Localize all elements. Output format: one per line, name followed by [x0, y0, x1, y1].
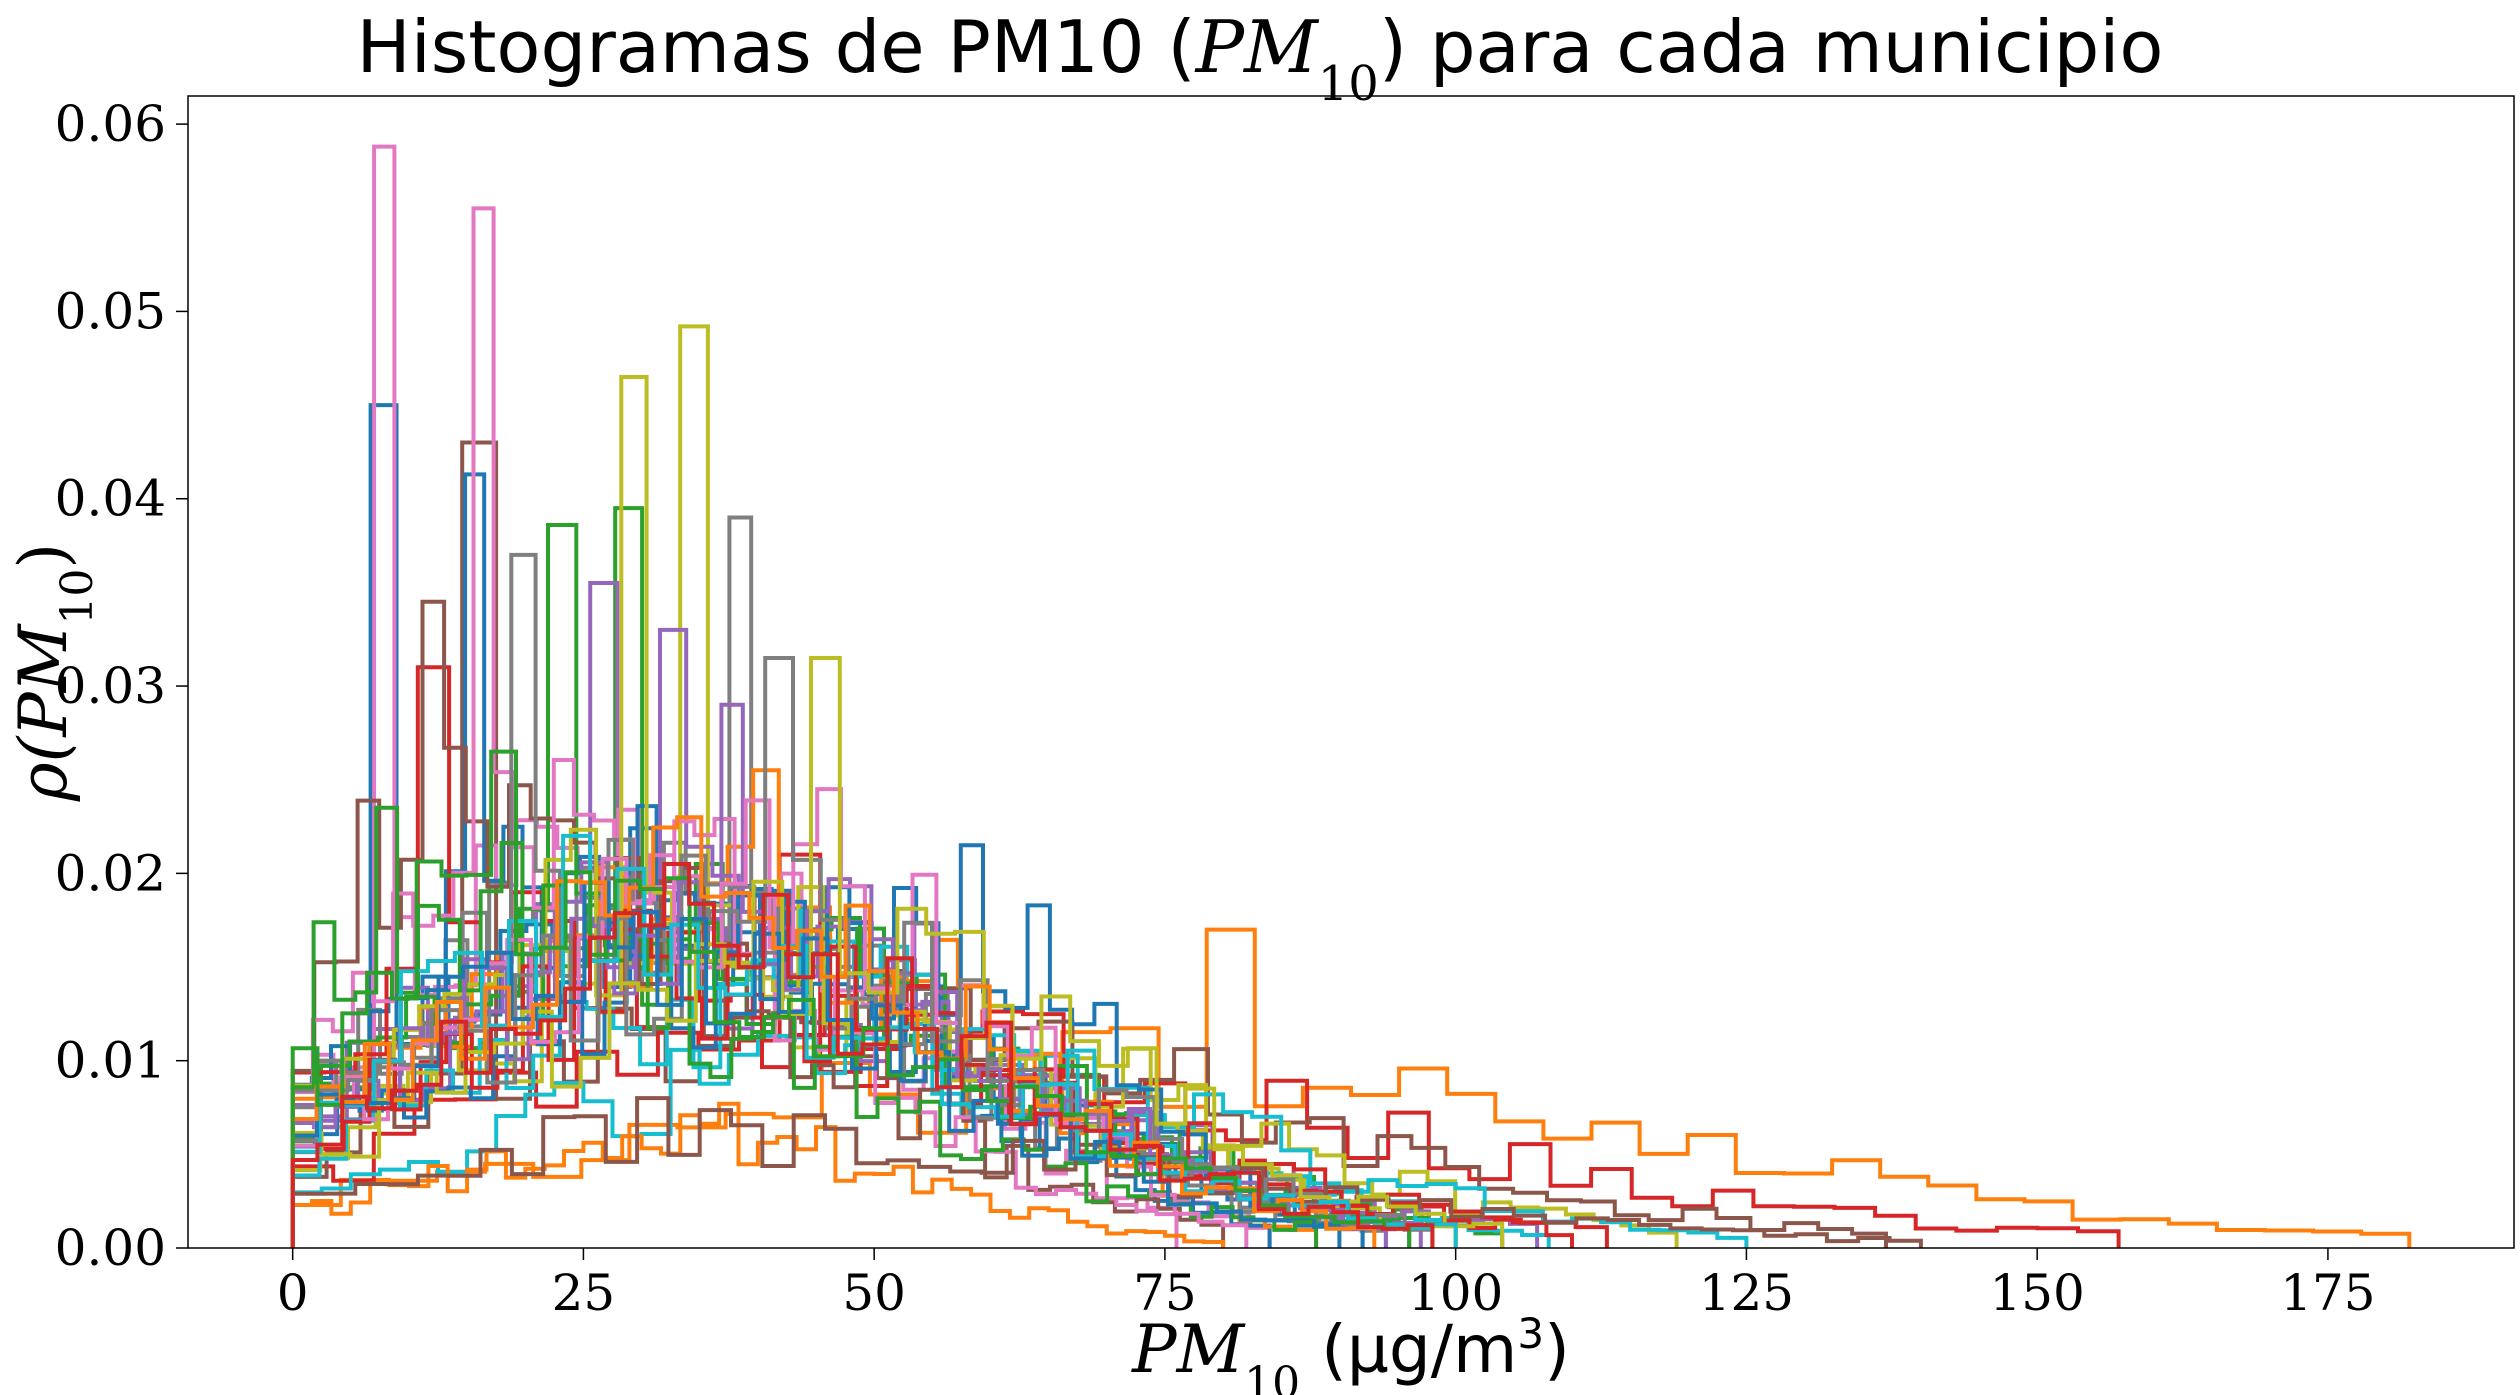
x-tick-label: 100 — [1408, 1264, 1503, 1322]
x-tick-label: 75 — [1133, 1264, 1197, 1322]
histogram-series-33 — [290, 749, 1412, 1248]
y-tick-label: 0.02 — [55, 844, 166, 902]
histogram-series-27 — [290, 787, 1249, 1248]
histogram-series-22 — [290, 1101, 1226, 1248]
x-tick-label: 175 — [2280, 1264, 2375, 1322]
y-tick-label: 0.03 — [55, 657, 166, 715]
histogram-series-30 — [290, 833, 1458, 1248]
y-tick-label: 0.06 — [55, 95, 166, 153]
histogram-series-34 — [290, 862, 1435, 1248]
x-tick-label: 25 — [552, 1264, 616, 1322]
y-axis-label: ρ(PM10) — [5, 543, 103, 802]
x-axis: 0 25 50 75 100 125 150 175 — [277, 1248, 2376, 1322]
y-tick-label: 0.00 — [55, 1219, 166, 1277]
histogram-series-16 — [290, 599, 1226, 1248]
y-tick-label: 0.04 — [55, 470, 166, 528]
y-tick-label: 0.01 — [55, 1032, 166, 1090]
histogram-series-2 — [290, 927, 2412, 1248]
histogram-series-29 — [290, 656, 1505, 1248]
x-tick-label: 50 — [842, 1264, 906, 1322]
histogram-series-31 — [290, 880, 1365, 1248]
x-tick-label: 150 — [1989, 1264, 2084, 1322]
y-tick-label: 0.05 — [55, 282, 166, 340]
x-tick-label: 125 — [1699, 1264, 1794, 1322]
x-tick-label: 0 — [277, 1264, 309, 1322]
plot-frame — [187, 95, 2515, 1249]
histogram-series-26 — [290, 1096, 1923, 1248]
x-axis-label: PM10 (µg/m3) — [1131, 1309, 1570, 1395]
y-axis: 0.00 0.01 0.02 0.03 0.04 0.05 0.06 — [55, 95, 188, 1277]
chart-title: Histogramas de PM10 (PM10) para cada mun… — [357, 5, 2164, 112]
series-layer — [290, 144, 2412, 1248]
histogram-series-28 — [290, 656, 1435, 1248]
